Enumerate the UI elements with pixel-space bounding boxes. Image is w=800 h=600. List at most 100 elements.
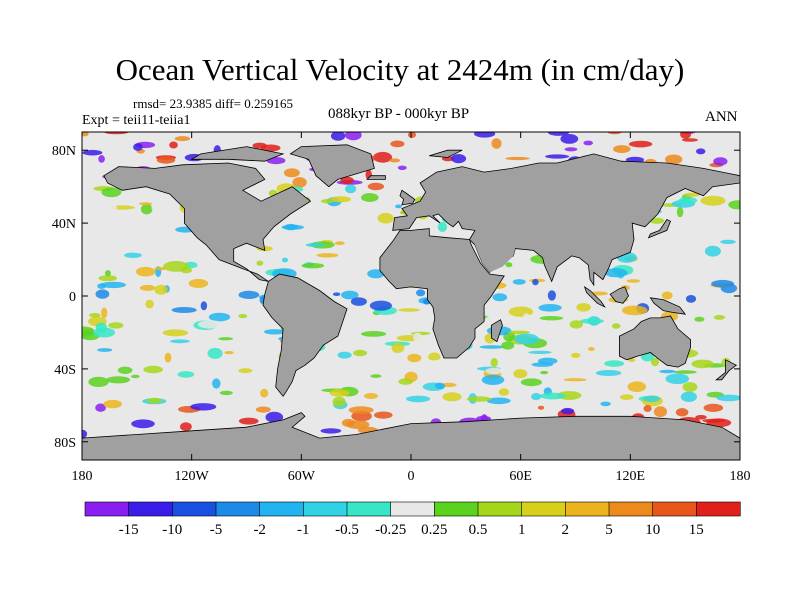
land-new-guinea (649, 297, 687, 315)
velocity-patch (136, 266, 156, 277)
velocity-patch (466, 396, 492, 402)
velocity-patch (131, 419, 155, 429)
velocity-patch (400, 312, 420, 319)
velocity-patch (407, 353, 422, 363)
velocity-patch (151, 204, 164, 212)
velocity-patch (713, 157, 728, 166)
velocity-patch (531, 393, 542, 401)
velocity-patch (486, 397, 511, 405)
velocity-patch (595, 370, 622, 376)
velocity-patch (121, 231, 137, 237)
velocity-patch (437, 222, 448, 232)
colorbar-swatch (84, 501, 130, 517)
velocity-patch (545, 154, 570, 159)
velocity-patch (246, 319, 266, 327)
colorbar-label: -1 (297, 522, 310, 538)
land-borneo (609, 286, 629, 304)
velocity-patch (82, 429, 88, 439)
velocity-patch (627, 381, 647, 393)
velocity-patch (531, 362, 554, 367)
velocity-patch (628, 140, 653, 148)
land-canada-arctic (190, 146, 285, 162)
velocity-patch (212, 378, 221, 389)
velocity-patch (520, 378, 543, 387)
velocity-patch (390, 140, 405, 148)
velocity-patch (491, 138, 502, 149)
velocity-patch (406, 395, 431, 403)
lat-tick-label: 80S (54, 436, 76, 451)
colorbar-swatch (259, 501, 304, 517)
colorbar-label: 10 (645, 522, 660, 538)
velocity-patch (413, 332, 423, 343)
lat-tick-label: 40N (52, 217, 76, 232)
velocity-patch (570, 352, 581, 358)
colorbar-label: 0.5 (469, 522, 488, 538)
velocity-patch (539, 316, 564, 321)
velocity-patch (173, 378, 199, 387)
velocity-patch (316, 253, 339, 258)
lon-tick-label: 60E (509, 469, 532, 484)
velocity-patch (510, 384, 529, 391)
velocity-patch (600, 401, 611, 407)
velocity-patch (337, 351, 352, 359)
velocity-patch (260, 351, 267, 356)
colorbar-swatch (128, 501, 173, 517)
velocity-patch (446, 367, 469, 373)
velocity-patch (720, 239, 736, 244)
velocity-patch (332, 292, 341, 297)
velocity-patch (683, 192, 701, 197)
velocity-patch (665, 373, 690, 385)
lon-tick-label: 120W (175, 469, 210, 484)
velocity-patch (88, 376, 109, 387)
velocity-patch (237, 329, 262, 338)
velocity-patch (628, 358, 636, 362)
colorbar-swatch (565, 501, 610, 517)
lon-tick-label: 60W (288, 469, 316, 484)
colorbar-swatch (521, 501, 566, 517)
velocity-patch (716, 394, 740, 402)
velocity-patch (238, 417, 259, 425)
colorbar-swatch (652, 501, 697, 517)
velocity-patch (162, 329, 189, 337)
velocity-patch (143, 365, 163, 374)
velocity-patch (498, 388, 510, 396)
velocity-patch (106, 376, 131, 384)
colorbar-swatch (303, 501, 348, 517)
velocity-patch (170, 398, 194, 403)
velocity-patch (95, 403, 106, 412)
velocity-patch (501, 341, 515, 350)
land-greenland (289, 144, 375, 188)
land-south-america (262, 273, 348, 397)
velocity-patch (103, 399, 122, 409)
velocity-patch (82, 190, 96, 195)
velocity-patch (98, 275, 117, 282)
velocity-patch (320, 428, 342, 434)
velocity-patch (350, 297, 367, 306)
land-iceland (366, 175, 386, 180)
velocity-patch (190, 403, 217, 411)
velocity-patch (208, 312, 231, 322)
velocity-patch (97, 348, 113, 352)
velocity-patch (173, 256, 185, 261)
velocity-patch (651, 357, 659, 367)
velocity-patch (474, 132, 496, 138)
velocity-patch (238, 290, 260, 299)
velocity-patch (538, 304, 562, 312)
velocity-patch (242, 358, 265, 365)
velocity-patch (329, 389, 350, 397)
colorbar-swatch (434, 501, 479, 517)
velocity-patch (82, 223, 88, 231)
land-masses (82, 144, 740, 460)
velocity-patch (301, 263, 325, 269)
velocity-patch (108, 322, 124, 329)
velocity-patch (704, 245, 721, 257)
velocity-patch (174, 136, 191, 142)
velocity-patch (224, 351, 234, 355)
velocity-patch (649, 217, 665, 224)
velocity-patch (528, 350, 552, 354)
velocity-patch (682, 382, 698, 392)
velocity-patch (341, 290, 359, 300)
velocity-patch (407, 132, 417, 138)
velocity-patch (197, 320, 222, 329)
